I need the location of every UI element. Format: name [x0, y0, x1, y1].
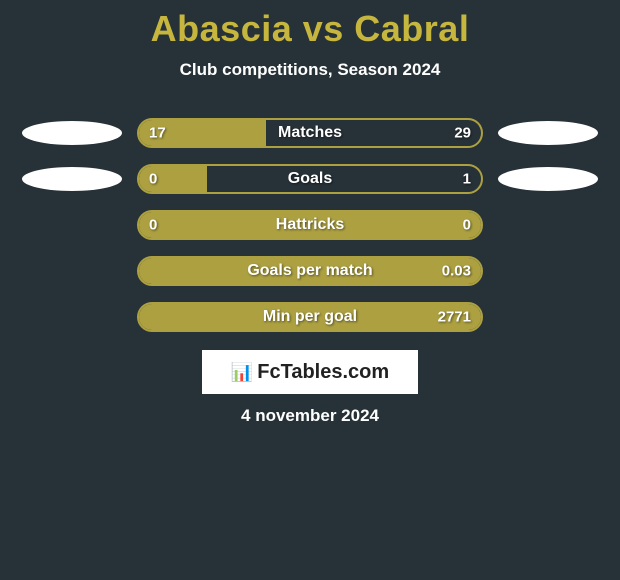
left-player-icon [17, 119, 127, 147]
stat-row: Goals per match 0.03 [0, 256, 620, 286]
page-title: Abascia vs Cabral [0, 8, 620, 50]
right-value: 29 [454, 125, 471, 142]
right-player-icon [493, 165, 603, 193]
right-value: 1 [463, 171, 471, 188]
left-player-icon [17, 257, 127, 285]
stat-label: Min per goal [263, 308, 357, 326]
logo-text: FcTables.com [257, 361, 389, 384]
ellipse-icon [22, 121, 122, 145]
stat-bar: 0 Hattricks 0 [137, 210, 483, 240]
stat-label: Goals [288, 170, 332, 188]
left-player-icon [17, 165, 127, 193]
stat-row: 0 Hattricks 0 [0, 210, 620, 240]
stat-bar: Min per goal 2771 [137, 302, 483, 332]
right-player-icon [493, 303, 603, 331]
right-value: 0.03 [442, 263, 471, 280]
subtitle: Club competitions, Season 2024 [0, 60, 620, 80]
stat-row: 17 Matches 29 [0, 118, 620, 148]
left-value: 0 [149, 171, 157, 188]
right-value: 2771 [438, 309, 471, 326]
logo-box: 📊 FcTables.com [202, 350, 418, 394]
stat-label: Matches [278, 124, 342, 142]
left-player-icon [17, 303, 127, 331]
right-player-icon [493, 257, 603, 285]
ellipse-icon [498, 121, 598, 145]
right-value: 0 [463, 217, 471, 234]
ellipse-icon [498, 167, 598, 191]
right-player-icon [493, 119, 603, 147]
stat-bar: Goals per match 0.03 [137, 256, 483, 286]
stat-row: 0 Goals 1 [0, 164, 620, 194]
left-player-icon [17, 211, 127, 239]
stat-bar: 17 Matches 29 [137, 118, 483, 148]
left-value: 17 [149, 125, 166, 142]
chart-icon: 📊 [231, 362, 253, 383]
right-player-icon [493, 211, 603, 239]
left-value: 0 [149, 217, 157, 234]
stat-label: Hattricks [276, 216, 344, 234]
date-text: 4 november 2024 [0, 406, 620, 426]
ellipse-icon [22, 167, 122, 191]
stat-row: Min per goal 2771 [0, 302, 620, 332]
stat-bar: 0 Goals 1 [137, 164, 483, 194]
stat-label: Goals per match [247, 262, 372, 280]
